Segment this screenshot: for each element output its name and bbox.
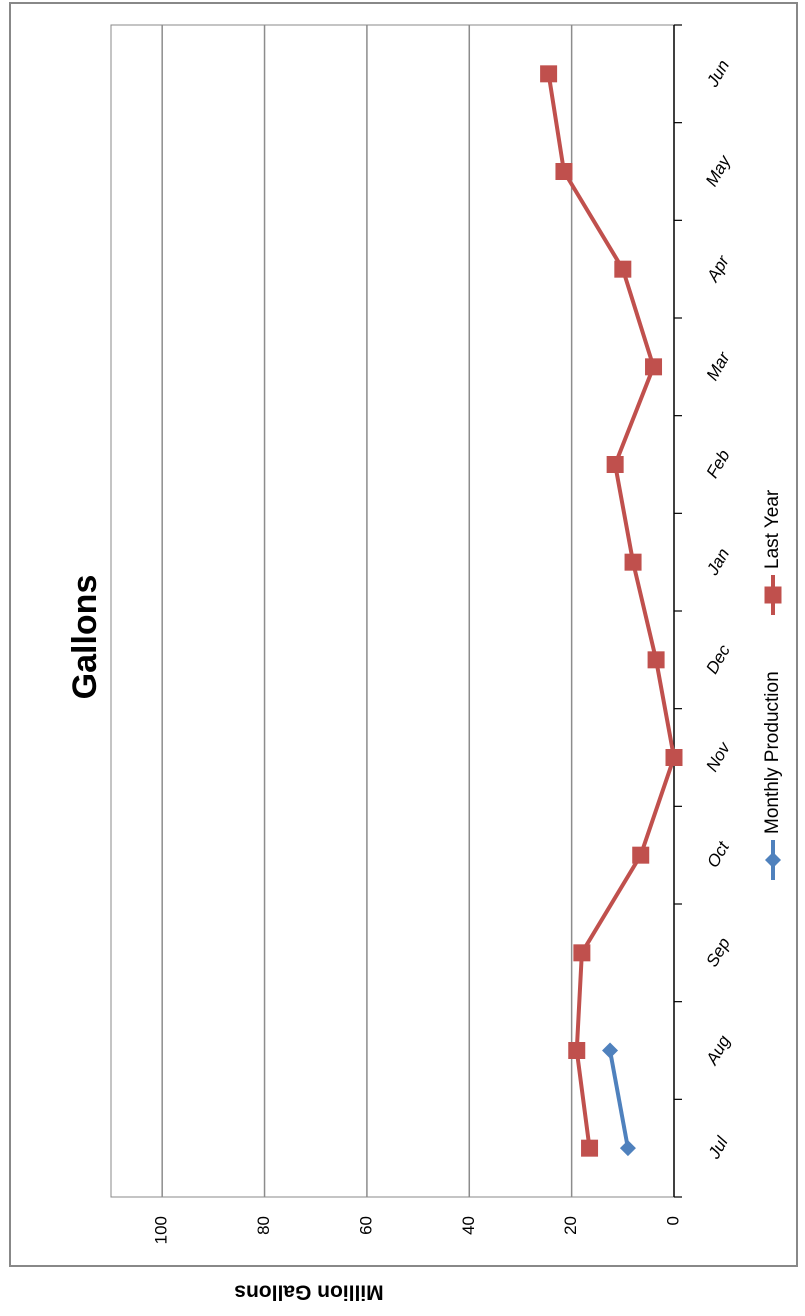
y-tick-label: 100	[152, 1216, 171, 1244]
data-point	[614, 260, 632, 278]
data-point	[665, 749, 683, 766]
chart-title: Gallons	[66, 575, 104, 700]
data-point	[645, 358, 663, 376]
y-tick-label: 40	[459, 1216, 478, 1235]
legend-label: Monthly Production	[762, 671, 783, 834]
data-point	[573, 944, 591, 962]
data-point	[602, 1042, 619, 1059]
data-point	[568, 1042, 586, 1059]
y-tick-label: 80	[254, 1216, 273, 1235]
data-point	[764, 586, 782, 604]
series-line	[546, 73, 676, 1149]
data-point	[765, 852, 781, 868]
data-point	[624, 553, 642, 571]
y-tick-label: 20	[561, 1216, 580, 1235]
data-point	[606, 456, 624, 473]
data-point	[647, 651, 665, 669]
data-point	[555, 163, 573, 180]
legend: Monthly Production Last Year	[762, 489, 783, 880]
data-point	[581, 1139, 599, 1157]
y-tick-label: 60	[356, 1216, 375, 1235]
y-tick-label: 0	[663, 1216, 682, 1225]
series-line	[608, 1050, 630, 1149]
data-point	[632, 846, 650, 864]
chart-border	[9, 2, 798, 1267]
data-point	[619, 1140, 636, 1157]
legend-label: Last Year	[762, 489, 783, 569]
data-point	[540, 65, 558, 83]
y-axis-label: Million Gallons	[234, 1280, 383, 1303]
